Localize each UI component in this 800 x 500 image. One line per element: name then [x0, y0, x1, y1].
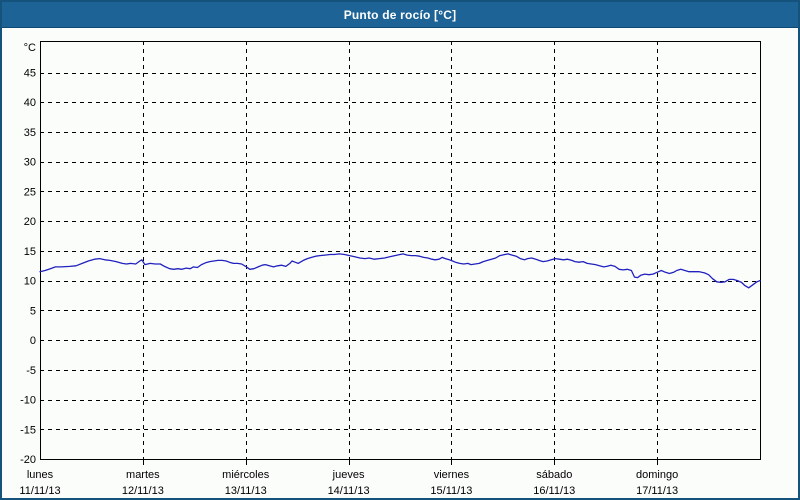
chart-title: Punto de rocío [°C] — [343, 7, 457, 22]
x-day-name-label: miércoles — [222, 469, 270, 481]
y-tick-label: 35 — [24, 127, 36, 139]
y-tick-label: -15 — [20, 424, 36, 436]
y-tick-label: -5 — [26, 365, 36, 377]
y-tick-label: -10 — [20, 395, 36, 407]
x-day-name-label: sábado — [536, 469, 572, 481]
y-tick-label: 10 — [24, 276, 36, 288]
chart-area: °C 45 40 35 30 25 20 15 10 5 0 -5 -10 -15 -20 lunes 11/1… — [2, 28, 798, 498]
y-tick-label: -20 — [20, 454, 36, 466]
y-tick-label: 30 — [24, 157, 36, 169]
x-day-date-label: 13/11/13 — [225, 485, 267, 497]
x-gridlines — [143, 41, 658, 465]
y-gridlines — [40, 73, 760, 430]
x-day-name-label: jueves — [332, 469, 365, 481]
dewpoint-line — [39, 253, 761, 289]
x-day-date-label: 12/11/13 — [122, 485, 164, 497]
x-day-name-label: viernes — [434, 469, 470, 481]
x-day-date-label: 15/11/13 — [430, 485, 472, 497]
y-tick-label: 25 — [24, 186, 36, 198]
y-tick-label: 20 — [24, 216, 36, 228]
series-punto-de-rocío — [39, 253, 761, 289]
x-day-date-label: 11/11/13 — [19, 485, 60, 497]
y-tick-label: 5 — [30, 305, 36, 317]
x-day-date-label: 17/11/13 — [636, 485, 678, 497]
x-day-name-label: lunes — [27, 469, 54, 481]
y-tick-label: 40 — [24, 97, 36, 109]
plot-frame — [40, 41, 761, 460]
dewpoint-chart: °C 45 40 35 30 25 20 15 10 5 0 -5 -10 -15 -20 lunes 11/1… — [19, 41, 761, 497]
x-day-name-label: domingo — [636, 469, 678, 481]
x-axis-labels: lunes 11/11/13 martes 12/11/13 miércoles 13/1… — [19, 469, 678, 497]
x-day-name-label: martes — [126, 469, 160, 481]
x-day-date-label: 14/11/13 — [328, 485, 370, 497]
x-day-date-label: 16/11/13 — [533, 485, 575, 497]
y-axis-unit-label: °C — [24, 42, 36, 54]
y-tick-label: 15 — [24, 246, 36, 258]
y-tick-label: 45 — [24, 68, 36, 80]
y-tick-label: 0 — [30, 335, 36, 347]
y-axis-labels: °C 45 40 35 30 25 20 15 10 5 0 -5 -10 -15 -20 — [20, 42, 36, 466]
chart-title-bar: Punto de rocío [°C] — [2, 2, 798, 28]
